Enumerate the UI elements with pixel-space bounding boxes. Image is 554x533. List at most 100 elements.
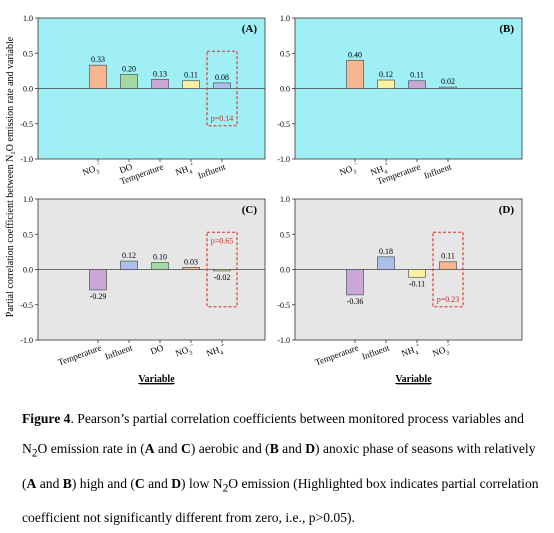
chart-panel-c: 1.0 0.5 0.0 -0.5 -1.0 (C) -0.29 Temperature 0.12…: [20, 195, 266, 367]
x-tick-label: NH4+: [400, 342, 423, 361]
data-label: 0.18: [379, 247, 393, 256]
bar: [213, 82, 231, 89]
caption-segment: Figure 4: [22, 411, 71, 426]
y-tick-label: 0.5: [280, 49, 290, 58]
caption-segment: A: [144, 441, 155, 456]
caption-segment: 2: [222, 482, 229, 495]
data-label: 0.33: [91, 55, 105, 64]
y-tick-label: -1.0: [20, 336, 33, 345]
data-label: -0.02: [214, 273, 231, 282]
caption-segment: and: [36, 475, 63, 491]
highlight-box: [206, 231, 238, 308]
bar: [89, 269, 107, 291]
panel-label: (A): [242, 23, 258, 35]
panel-label: (D): [499, 204, 515, 216]
bar: [439, 86, 457, 89]
bar: [408, 80, 426, 89]
x-tick-label: Temperature: [314, 342, 360, 367]
y-tick-label: 0.0: [23, 85, 33, 94]
bar: [377, 79, 395, 89]
bar: [377, 256, 395, 270]
p-value-label: p=0.23: [437, 295, 460, 304]
caption-segment: O emission (Highlighted box indicates pa…: [22, 475, 539, 526]
x-tick-label: NO3−: [81, 161, 104, 180]
bar: [120, 260, 138, 270]
data-label: 0.13: [153, 69, 167, 78]
x-tick-label: NO3−: [338, 161, 361, 180]
y-tick-label: -0.5: [277, 120, 290, 129]
data-label: 0.10: [153, 252, 167, 261]
y-tick-label: 0.5: [23, 49, 33, 58]
chart-panel-b: 1.0 0.5 0.0 -0.5 -1.0 (B) 0.40 NO3− 0.12 NH4+ 0.11…: [277, 14, 523, 186]
y-tick-label: -0.5: [20, 120, 33, 129]
y-tick-label: -0.5: [277, 301, 290, 310]
data-label: 0.20: [122, 64, 136, 73]
data-label: 0.40: [348, 50, 362, 59]
highlight-box: [432, 231, 464, 308]
x-tick-label: NO3−: [174, 342, 197, 361]
y-tick-label: 1.0: [23, 195, 33, 204]
x-tick-label: Influent: [360, 342, 391, 361]
data-label: 0.12: [122, 251, 136, 260]
bar: [213, 269, 231, 272]
caption-segment: D: [305, 441, 316, 456]
bar: [182, 267, 200, 270]
caption-segment: and: [144, 475, 172, 491]
data-label: 0.03: [184, 257, 198, 266]
x-axis-label: Variable: [138, 374, 175, 385]
caption-segment: O emission rate in (: [37, 441, 145, 456]
x-tick-label: NH4+: [369, 161, 392, 180]
x-tick-label: Influent: [196, 161, 227, 180]
x-tick-label: DO: [149, 342, 165, 356]
y-tick-label: -1.0: [277, 336, 290, 345]
y-tick-label: 0.5: [280, 230, 290, 239]
caption-segment: 2: [31, 447, 38, 460]
x-tick-label: NO3−: [431, 342, 454, 361]
x-tick-label: Influent: [422, 161, 453, 180]
x-tick-label: Influent: [103, 342, 134, 361]
p-value-label: p=0.65: [211, 236, 234, 245]
data-label: -0.36: [347, 297, 364, 306]
data-label: 0.02: [441, 77, 455, 86]
x-tick-label: DO: [118, 161, 134, 175]
y-tick-label: 0.0: [23, 266, 33, 275]
bar: [151, 262, 169, 270]
y-tick-label: 0.5: [23, 230, 33, 239]
bar: [346, 59, 364, 89]
caption-segment: ) high and (: [71, 475, 135, 491]
x-tick-label: Temperature: [376, 161, 422, 186]
caption-segment: ) anoxic phase of seasons with relativel…: [22, 441, 536, 491]
bar: [439, 261, 457, 270]
caption-segment: A: [26, 475, 37, 491]
x-tick-label: NH4+: [205, 342, 228, 361]
highlight-box: [206, 50, 238, 127]
bar: [89, 64, 107, 89]
y-tick-label: 1.0: [23, 14, 33, 23]
bar: [346, 269, 364, 296]
bar: [182, 80, 200, 89]
y-tick-label: -0.5: [20, 301, 33, 310]
chart-panel-d: 1.0 0.5 0.0 -0.5 -1.0 (D) -0.36 Temperature 0.18…: [277, 195, 523, 367]
caption-segment: and: [154, 441, 181, 456]
y-tick-label: -1.0: [20, 155, 33, 164]
y-tick-label: 1.0: [280, 14, 290, 23]
caption-segment: . Pearson’s partial correlation coeffici…: [22, 411, 524, 456]
y-tick-label: 0.0: [280, 85, 290, 94]
data-label: 0.11: [441, 252, 455, 261]
caption-segment: D: [171, 475, 182, 491]
caption-segment: and: [278, 441, 306, 456]
x-axis-label: Variable: [395, 374, 432, 385]
y-tick-label: 1.0: [280, 195, 290, 204]
panel-label: (B): [499, 23, 514, 35]
bar: [408, 269, 426, 278]
x-tick-label: NH4+: [174, 161, 197, 180]
panel-label: (C): [242, 204, 258, 216]
data-label: -0.29: [90, 292, 107, 301]
data-label: 0.08: [215, 73, 229, 82]
p-value-label: p=0.14: [211, 114, 234, 123]
figure-4: Partial correlation coefficient between …: [5, 14, 523, 385]
y-axis-label: Partial correlation coefficient between …: [5, 36, 16, 317]
data-label: 0.12: [379, 70, 393, 79]
bar: [120, 74, 138, 89]
y-tick-label: 0.0: [280, 266, 290, 275]
